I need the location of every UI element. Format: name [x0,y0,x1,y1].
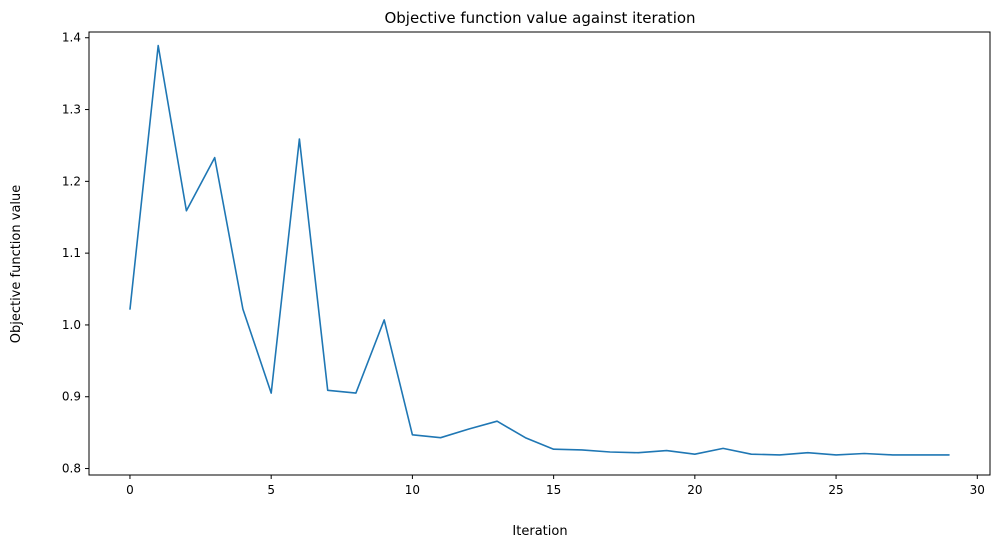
y-tick-label: 1.4 [62,31,81,45]
x-tick-label: 0 [126,483,134,497]
y-tick-label: 1.0 [62,318,81,332]
x-tick-label: 5 [267,483,275,497]
chart-title: Objective function value against iterati… [384,9,695,27]
x-tick-label: 20 [687,483,702,497]
series-line [129,44,950,456]
x-tick-label: 15 [546,483,561,497]
y-tick-label: 0.9 [62,390,81,404]
y-tick-label: 0.8 [62,462,81,476]
x-axis-label: Iteration [512,524,567,539]
x-tick-label: 30 [970,483,985,497]
x-axis-ticks: 0 5 10 15 20 25 30 [126,475,985,497]
plot-frame-border [88,31,991,476]
x-tick-label: 25 [828,483,843,497]
y-tick-label: 1.3 [62,103,81,117]
plot-area [88,31,991,476]
y-axis-ticks: 0.8 0.9 1.0 1.1 1.2 1.3 1.4 [62,31,89,476]
y-tick-label: 1.1 [62,246,81,260]
x-tick-label: 10 [405,483,420,497]
series-layer [129,44,950,456]
y-axis-label: Objective function value [9,185,24,344]
y-tick-label: 1.2 [62,174,81,188]
